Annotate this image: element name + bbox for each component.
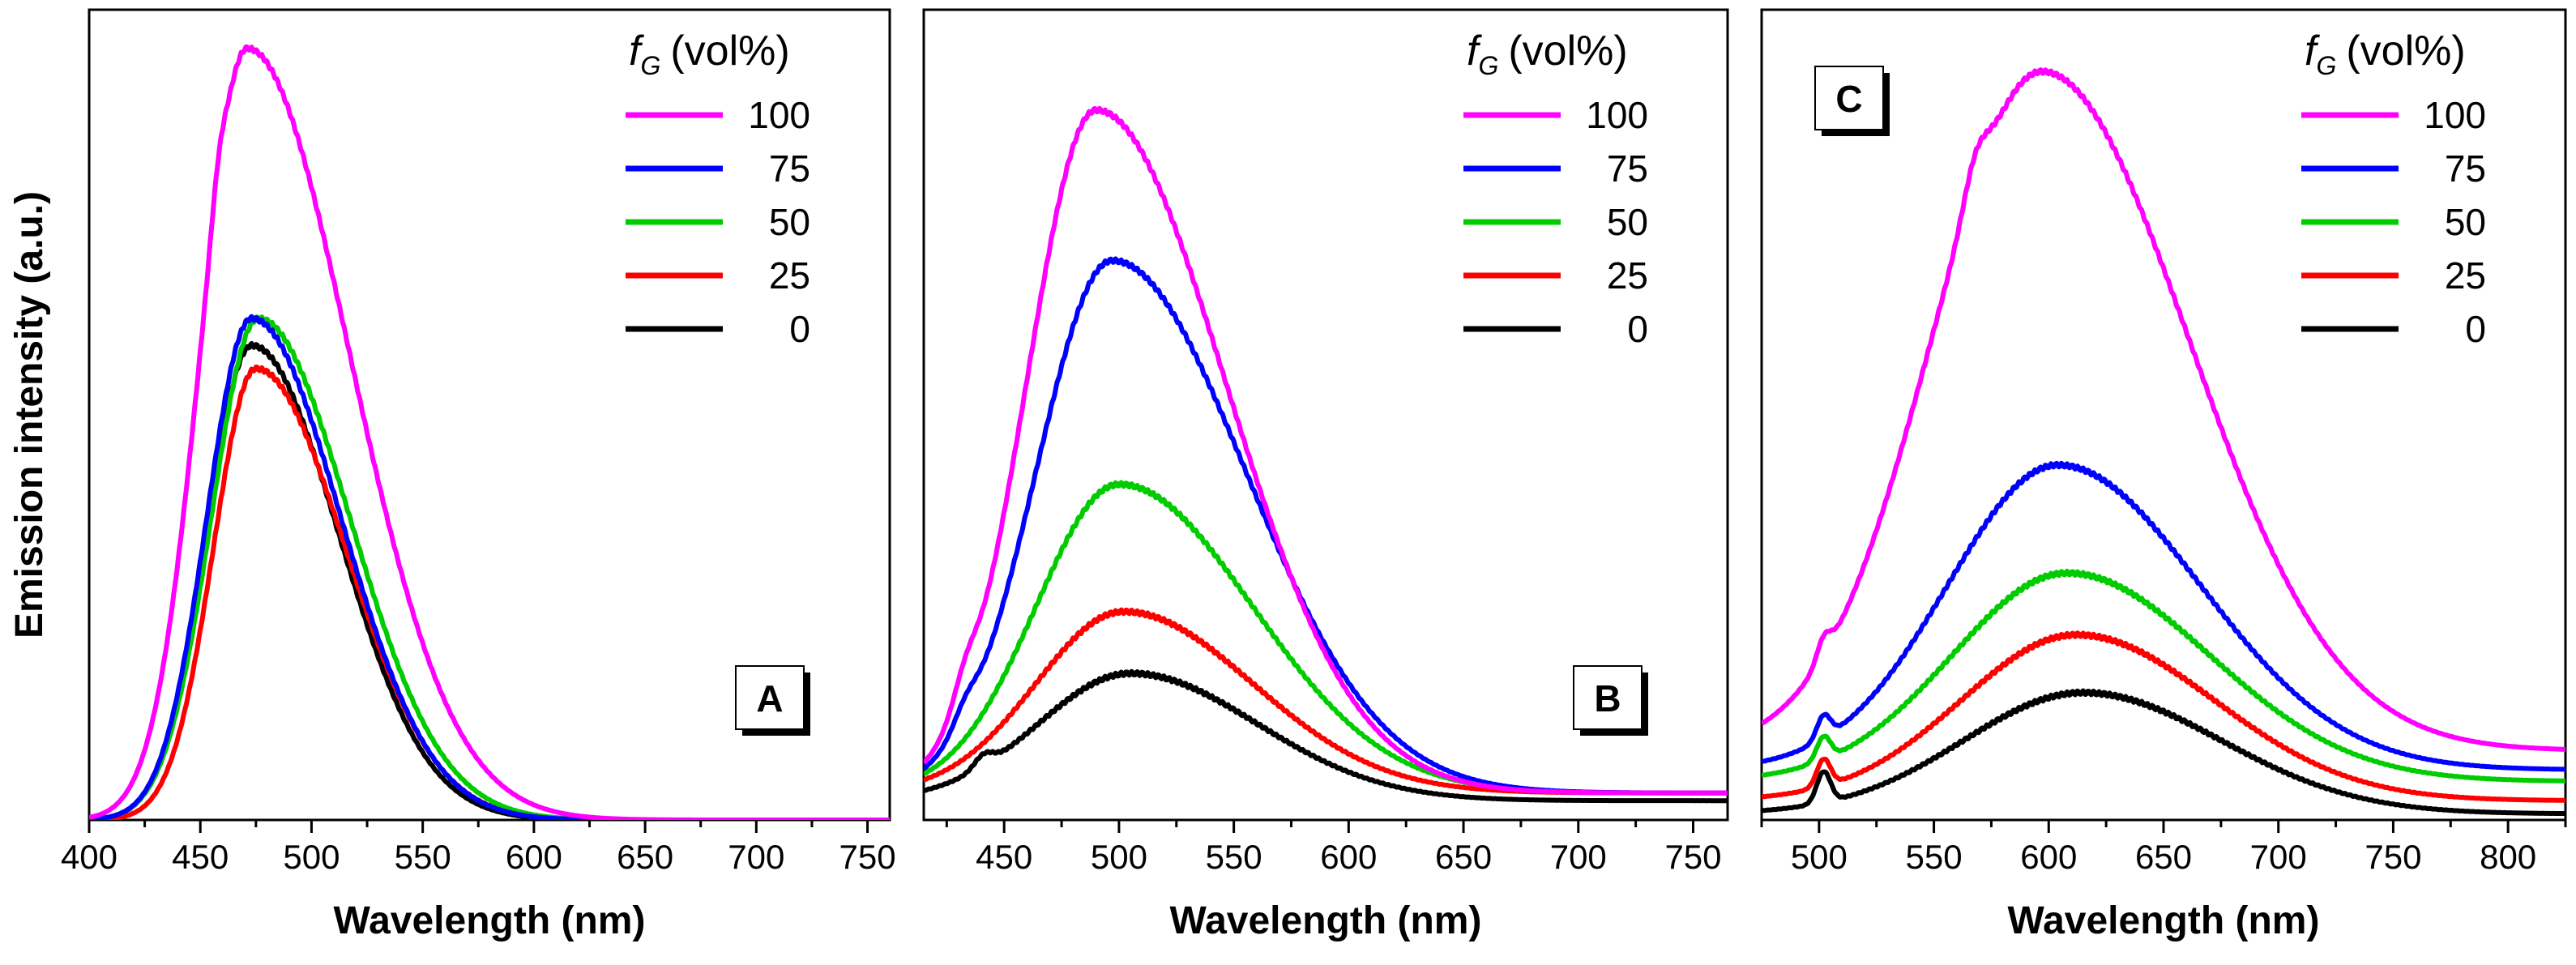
x-axis-title: Wavelength (nm) <box>1170 899 1482 942</box>
series-line-75 <box>1762 460 2565 772</box>
panel-label-badge: A <box>735 665 810 736</box>
legend-label: 0 <box>2465 308 2486 350</box>
series-line-25 <box>1762 630 2565 803</box>
x-tick-label: 500 <box>1791 838 1848 876</box>
legend: fG (vol%) 100 75 50 25 0 <box>1463 28 1648 350</box>
legend-label: 0 <box>1627 308 1648 350</box>
x-tick-label: 750 <box>1664 838 1721 876</box>
x-tick-label: 600 <box>1320 838 1377 876</box>
x-tick-label: 500 <box>283 838 340 876</box>
legend-label: 50 <box>2445 201 2486 243</box>
x-tick-label: 650 <box>1435 838 1492 876</box>
legend-label: 75 <box>2445 147 2486 190</box>
legend-label: 100 <box>2424 94 2486 136</box>
series-line-0 <box>1762 688 2565 817</box>
x-tick-label: 700 <box>1550 838 1607 876</box>
legend-label: 100 <box>748 94 810 136</box>
series-line-100 <box>1762 67 2565 752</box>
series-group <box>1762 67 2565 817</box>
series-line-100 <box>89 44 890 820</box>
x-tick-label: 800 <box>2480 838 2536 876</box>
legend-label: 25 <box>769 254 810 297</box>
series-group <box>89 44 890 820</box>
x-tick-label: 450 <box>976 838 1032 876</box>
y-axis-title-group: Emission intensity (a.u.) <box>8 191 51 638</box>
plot-frame <box>922 8 1729 822</box>
legend-label: 75 <box>1607 147 1648 190</box>
x-tick-label: 650 <box>2135 838 2192 876</box>
legend: fG (vol%) 100 75 50 25 0 <box>2301 28 2486 350</box>
x-tick-label: 500 <box>1091 838 1147 876</box>
y-axis-title: Emission intensity (a.u.) <box>8 191 51 638</box>
legend-label: 50 <box>1607 201 1648 243</box>
series-line-25 <box>89 364 890 820</box>
x-tick-label: 600 <box>506 838 562 876</box>
legend-label: 50 <box>769 201 810 243</box>
panel-label: A <box>756 677 783 719</box>
x-tick-label: 550 <box>395 838 451 876</box>
series-line-75 <box>89 314 890 820</box>
series-line-50 <box>89 314 890 820</box>
series-line-100 <box>924 105 1728 796</box>
x-tick-label: 750 <box>839 838 896 876</box>
x-tick-label: 600 <box>2020 838 2077 876</box>
legend-label: 100 <box>1586 94 1648 136</box>
panel-label-badge: B <box>1573 665 1648 736</box>
x-tick-label: 650 <box>617 838 673 876</box>
series-line-50 <box>924 480 1728 796</box>
legend-label: 0 <box>789 308 810 350</box>
legend-label: 25 <box>1607 254 1648 297</box>
x-tick-label: 700 <box>2250 838 2307 876</box>
panel-label-badge: C <box>1814 66 1890 136</box>
x-tick-label: 700 <box>728 838 784 876</box>
x-axis-title: Wavelength (nm) <box>334 899 646 942</box>
legend-label: 25 <box>2445 254 2486 297</box>
panel-label: B <box>1594 677 1621 719</box>
x-tick-label: 750 <box>2365 838 2421 876</box>
legend-title: fG (vol%) <box>1467 28 1628 80</box>
legend-label: 75 <box>769 147 810 190</box>
series-line-0 <box>924 668 1728 804</box>
series-line-50 <box>1762 568 2565 784</box>
plot-frame <box>88 8 891 822</box>
legend-title: fG (vol%) <box>2305 28 2466 80</box>
x-tick-label: 550 <box>1206 838 1262 876</box>
panel-label: C <box>1835 78 1862 120</box>
x-tick-label: 400 <box>61 838 117 876</box>
x-tick-label: 550 <box>1906 838 1963 876</box>
x-axis-title: Wavelength (nm) <box>2008 899 2320 942</box>
series-group <box>924 105 1728 804</box>
legend: fG (vol%) 100 75 50 25 0 <box>626 28 810 350</box>
x-tick-label: 450 <box>172 838 229 876</box>
legend-title: fG (vol%) <box>629 28 790 80</box>
